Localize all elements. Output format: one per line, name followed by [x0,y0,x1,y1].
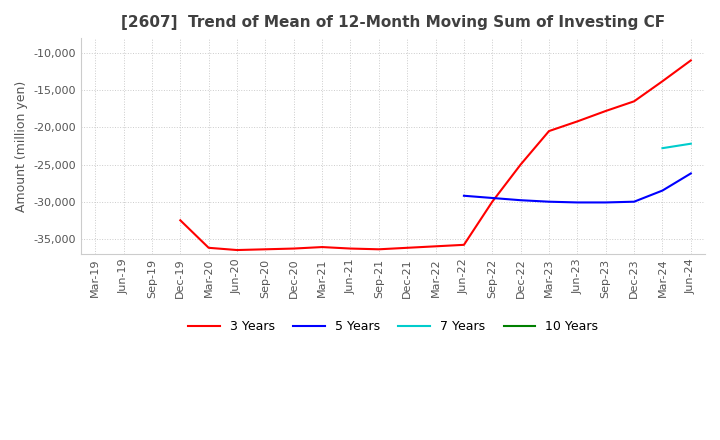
Title: [2607]  Trend of Mean of 12-Month Moving Sum of Investing CF: [2607] Trend of Mean of 12-Month Moving … [121,15,665,30]
3 Years [686,58,695,63]
3 Years [601,108,610,114]
3 Years [346,246,355,251]
3 Years [573,119,582,124]
3 Years [431,244,440,249]
3 Years [318,245,326,250]
3 Years [516,162,525,167]
3 Years [204,245,213,250]
Legend: 3 Years, 5 Years, 7 Years, 10 Years: 3 Years, 5 Years, 7 Years, 10 Years [184,315,603,338]
5 Years [658,188,667,193]
5 Years [601,200,610,205]
3 Years [374,247,383,252]
5 Years [545,199,554,204]
5 Years [573,200,582,205]
3 Years [403,245,412,250]
3 Years [658,79,667,84]
5 Years [686,171,695,176]
Line: 7 Years: 7 Years [662,144,690,148]
5 Years [630,199,639,204]
Line: 3 Years: 3 Years [180,60,690,250]
Y-axis label: Amount (million yen): Amount (million yen) [15,81,28,212]
5 Years [516,198,525,203]
3 Years [261,247,270,252]
3 Years [630,99,639,104]
5 Years [459,193,468,198]
3 Years [233,247,241,253]
7 Years [658,146,667,151]
3 Years [176,218,184,223]
3 Years [289,246,298,251]
Line: 5 Years: 5 Years [464,173,690,202]
7 Years [686,141,695,147]
3 Years [545,128,554,134]
5 Years [488,195,497,201]
3 Years [488,199,497,204]
3 Years [459,242,468,247]
